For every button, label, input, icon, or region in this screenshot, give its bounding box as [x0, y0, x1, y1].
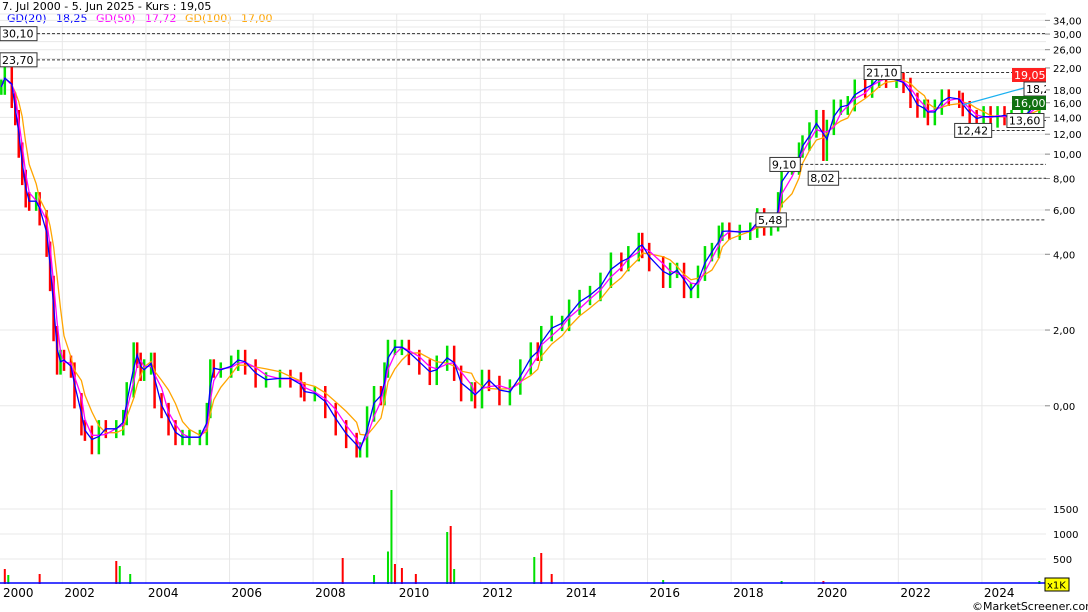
volume-bar [449, 526, 452, 584]
volume-bar [7, 575, 10, 584]
x-tick-label: 2018 [733, 586, 764, 600]
price-bars [0, 62, 1045, 458]
volume-bar [390, 490, 393, 584]
volume-bar [446, 532, 449, 584]
price-level-box [807, 170, 840, 186]
y-tick-label: 30,00 [1053, 30, 1082, 41]
volume-axis: 1500 1000 500 [1053, 505, 1078, 566]
price-level-label: 21,10 [866, 67, 898, 80]
y-tick-label: 26,00 [1053, 46, 1082, 57]
volume-tick-label: 1000 [1053, 530, 1078, 541]
volume-bar [393, 564, 396, 584]
volume-bar [38, 574, 41, 584]
grid [0, 13, 1046, 584]
volume-bar [386, 551, 389, 584]
volume-bar [662, 580, 665, 584]
x-tick-label: 2022 [900, 586, 931, 600]
volume-bar [3, 569, 6, 584]
legend-gd100-value: 17,00 [241, 12, 273, 25]
x-tick-label: 2004 [148, 586, 179, 600]
price-tag-label: 19,05 [1014, 69, 1046, 82]
y-tick-label: 6,00 [1053, 206, 1075, 217]
y-tick-label: 8,00 [1053, 175, 1075, 186]
x-tick-label: 2024 [984, 586, 1015, 600]
price-level-box [863, 65, 902, 81]
x-tick-label: 2016 [650, 586, 681, 600]
y-tick-label: 10,00 [1053, 150, 1082, 161]
price-tag-label: 16,00 [1014, 97, 1046, 110]
volume-bar [453, 569, 456, 584]
price-level-label: 9,10 [772, 158, 797, 171]
y-tick-label: 34,00 [1053, 16, 1082, 27]
price-tag-last [1012, 68, 1046, 82]
gd50-line [0, 76, 1044, 448]
y-tick-label: 4,00 [1053, 250, 1075, 261]
volume-tick-label: 500 [1053, 555, 1072, 566]
chart-title: 7. Jul 2000 - 5. Jun 2025 - Kurs : 19,05 [2, 0, 211, 13]
legend-gd20-label: GD(20) [7, 12, 47, 25]
x-tick-label: 2008 [315, 586, 346, 600]
x-tick-label: 2010 [399, 586, 430, 600]
annotations: 30,10 23,70 21,10 12,42 13,60 9,10 8,02 5,48 [0, 26, 1046, 228]
price-tag-support [1012, 96, 1046, 110]
price-level-label: 13,60 [1009, 115, 1040, 128]
volume-unit: x1K [1047, 581, 1066, 592]
volume-bar [373, 575, 376, 584]
legend-gd50-value: 17,72 [145, 12, 177, 25]
x-tick-label: 2020 [817, 586, 848, 600]
volume-bar [540, 553, 543, 584]
volume-bar [414, 574, 417, 584]
volume-bars [0, 490, 1045, 584]
plot-area: 30,10 23,70 21,10 12,42 13,60 9,10 8,02 5,48 19… [0, 26, 1058, 584]
copyright: ©MarketScreener.com [972, 600, 1088, 612]
y-tick-label: 12,00 [1053, 130, 1082, 141]
y-axis: 34,00 30,00 26,00 22,00 18,00 16,00 14,00 12,00… [1045, 16, 1082, 413]
price-level-label: 8,02 [810, 172, 835, 185]
gd20-line [0, 76, 1044, 451]
price-level-label: 23,70 [2, 54, 34, 67]
x-tick-label: 2000 [3, 586, 34, 600]
x-tick-label: 2012 [482, 586, 513, 600]
price-level-box [1006, 113, 1045, 129]
price-level-box [954, 122, 993, 138]
y-tick-label: 14,00 [1053, 113, 1082, 124]
price-level-box [769, 156, 801, 172]
volume-unit-badge [1044, 577, 1070, 592]
volume-bar [550, 574, 553, 584]
y-tick-label: 22,00 [1053, 64, 1082, 75]
volume-bar [341, 558, 344, 584]
price-level-box [0, 26, 38, 42]
volume-bar [115, 561, 118, 584]
y-tick-label: 18,00 [1053, 86, 1082, 97]
y-tick-label: 0,00 [1053, 402, 1075, 413]
x-tick-label: 2006 [232, 586, 263, 600]
price-level-label: 12,42 [957, 124, 989, 137]
y-tick-label: 2,00 [1053, 326, 1075, 337]
x-tick-label: 2014 [566, 586, 597, 600]
x-axis: 2000 2002 2004 2006 2008 2010 2012 2014 2016 2018… [3, 586, 1014, 600]
x-tick-label: 2002 [64, 586, 95, 600]
price-level-box [755, 212, 787, 228]
volume-bar [400, 568, 403, 584]
gd100-line [0, 76, 1044, 436]
volume-bar [118, 566, 121, 584]
price-level-box [0, 52, 38, 68]
legend-gd20-value: 18,25 [56, 12, 88, 25]
legend-gd50-label: GD(50) [96, 12, 136, 25]
ma-legend: GD(20) 18,25 GD(50) 17,72 GD(100) 17,00 [7, 12, 273, 25]
price-tag-label: 18,25 [1026, 83, 1058, 96]
price-level-label: 5,48 [758, 214, 783, 227]
volume-bar [129, 574, 132, 584]
legend-gd100-label: GD(100) [185, 12, 232, 25]
y-tick-label: 16,00 [1053, 99, 1082, 110]
volume-bar [533, 557, 536, 584]
price-level-label: 30,10 [2, 28, 34, 41]
price-lines [0, 76, 1044, 451]
volume-tick-label: 1500 [1053, 505, 1078, 516]
